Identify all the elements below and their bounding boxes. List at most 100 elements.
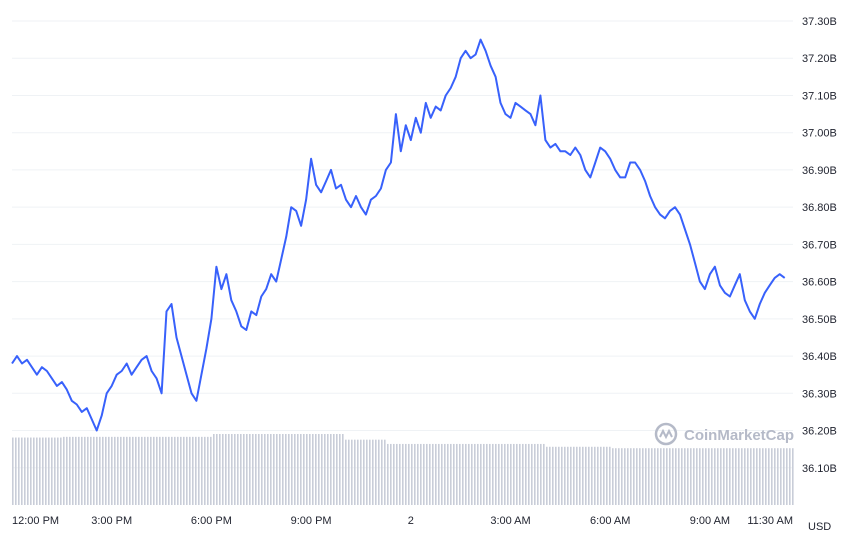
volume-bar — [30, 437, 32, 505]
volume-bar — [708, 448, 710, 505]
volume-bar — [186, 436, 188, 505]
volume-bar — [564, 446, 566, 505]
volume-bar — [549, 446, 551, 505]
volume-bar — [99, 436, 101, 505]
volume-bar — [255, 434, 257, 505]
volume-bar — [84, 436, 86, 505]
volume-bar — [225, 434, 227, 505]
volume-bar — [672, 448, 674, 505]
volume-bar — [180, 436, 182, 505]
volume-bar — [435, 443, 437, 505]
volume-bar — [633, 448, 635, 505]
volume-bar — [504, 443, 506, 505]
volume-bar — [363, 439, 365, 505]
volume-bar — [309, 434, 311, 505]
volume-bar — [426, 443, 428, 505]
volume-bar — [648, 448, 650, 505]
volume-bar — [315, 434, 317, 505]
volume-bar — [774, 448, 776, 505]
volume-bar — [639, 448, 641, 505]
x-tick-label: 9:00 PM — [291, 515, 332, 527]
volume-bar — [393, 443, 395, 505]
volume-bar — [168, 436, 170, 505]
volume-bar — [108, 436, 110, 505]
volume-bar — [300, 434, 302, 505]
volume-bar — [495, 443, 497, 505]
volume-bar — [318, 434, 320, 505]
volume-bar — [291, 434, 293, 505]
volume-bar — [492, 443, 494, 505]
volume-bar — [246, 434, 248, 505]
volume-bar — [453, 443, 455, 505]
volume-bar — [93, 436, 95, 505]
volume-bar — [552, 446, 554, 505]
volume-bar — [66, 436, 68, 505]
x-tick-label: 12:00 PM — [12, 515, 59, 527]
volume-bar — [585, 446, 587, 505]
volume-bar — [702, 448, 704, 505]
volume-bar — [243, 434, 245, 505]
volume-bar — [771, 448, 773, 505]
volume-bar — [303, 434, 305, 505]
volume-bar — [669, 448, 671, 505]
x-tick-label: 9:00 AM — [690, 515, 730, 527]
volume-bar — [372, 439, 374, 505]
volume-bar — [756, 448, 758, 505]
volume-bar — [597, 446, 599, 505]
volume-bar — [420, 443, 422, 505]
volume-bar — [522, 443, 524, 505]
volume-bar — [120, 436, 122, 505]
volume-bar — [561, 446, 563, 505]
volume-bar — [690, 448, 692, 505]
volume-bar — [576, 446, 578, 505]
volume-bar — [615, 448, 617, 505]
volume-bar — [201, 436, 203, 505]
volume-bar — [501, 443, 503, 505]
volume-bar — [105, 436, 107, 505]
volume-bar — [441, 443, 443, 505]
volume-bar — [234, 434, 236, 505]
volume-bar — [519, 443, 521, 505]
volume-bar — [144, 436, 146, 505]
volume-bar — [588, 446, 590, 505]
volume-bar — [102, 436, 104, 505]
volume-bar — [732, 448, 734, 505]
y-tick-label: 37.00B — [802, 128, 837, 140]
volume-bar — [726, 448, 728, 505]
volume-bar — [336, 434, 338, 505]
volume-bar — [117, 436, 119, 505]
volume-bar — [75, 436, 77, 505]
volume-bar — [624, 448, 626, 505]
y-tick-label: 36.90B — [802, 165, 837, 177]
volume-bar — [27, 437, 29, 505]
volume-bar — [222, 434, 224, 505]
y-tick-label: 37.20B — [802, 53, 837, 65]
volume-bar — [792, 448, 794, 505]
volume-bar — [276, 434, 278, 505]
volume-bar — [516, 443, 518, 505]
volume-bar — [270, 434, 272, 505]
volume-bar — [60, 437, 62, 505]
volume-bar — [369, 439, 371, 505]
volume-bar — [540, 443, 542, 505]
volume-bar — [357, 439, 359, 505]
volume-bar — [657, 448, 659, 505]
volume-bar — [162, 436, 164, 505]
volume-bar — [339, 434, 341, 505]
volume-bar — [474, 443, 476, 505]
volume-bar — [444, 443, 446, 505]
volume-bar — [606, 446, 608, 505]
volume-bar — [321, 434, 323, 505]
volume-bar — [528, 443, 530, 505]
volume-bar — [408, 443, 410, 505]
volume-bar — [609, 446, 611, 505]
volume-bar — [375, 439, 377, 505]
volume-bar — [531, 443, 533, 505]
volume-bar — [663, 448, 665, 505]
volume-bar — [687, 448, 689, 505]
volume-bar — [126, 436, 128, 505]
volume-bar — [456, 443, 458, 505]
volume-bar — [249, 434, 251, 505]
volume-bar — [165, 436, 167, 505]
